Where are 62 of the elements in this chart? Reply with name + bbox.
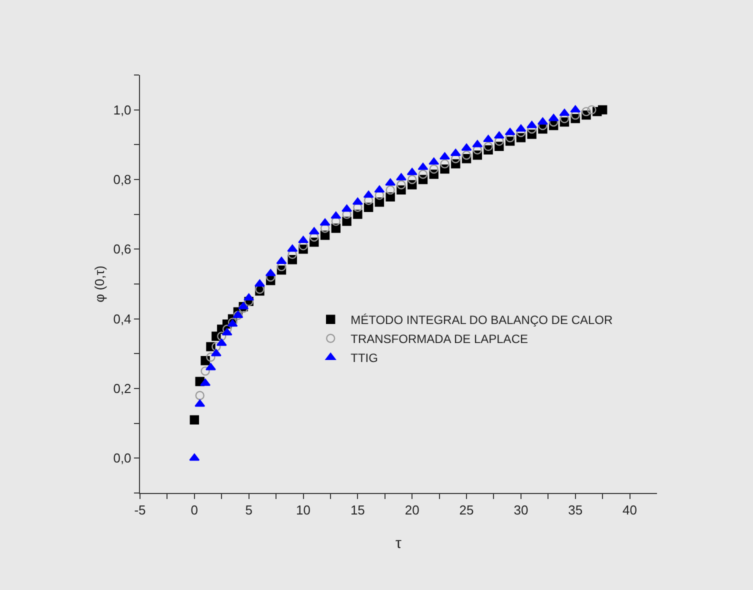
y-tick-label: 0,8 bbox=[113, 172, 132, 188]
point bbox=[408, 174, 417, 184]
point bbox=[582, 106, 591, 116]
point bbox=[330, 211, 342, 219]
point bbox=[222, 324, 232, 334]
point bbox=[244, 293, 254, 301]
point bbox=[386, 185, 395, 195]
point bbox=[206, 363, 216, 370]
point bbox=[538, 117, 548, 125]
point bbox=[396, 173, 406, 180]
x-axis-title: τ bbox=[396, 535, 402, 552]
y-tick-label: 0,6 bbox=[113, 242, 132, 257]
point bbox=[200, 366, 210, 376]
x-tick-label: 10 bbox=[296, 502, 310, 518]
y-tick-label: 0,0 bbox=[113, 450, 132, 466]
x-tick-label: -5 bbox=[134, 502, 146, 518]
x-tick-label: 30 bbox=[514, 502, 528, 518]
x-tick-label: 40 bbox=[622, 502, 638, 518]
point bbox=[483, 134, 494, 142]
point bbox=[320, 218, 330, 226]
x-tick-label: 20 bbox=[404, 502, 420, 518]
x-tick-label: 0 bbox=[190, 502, 198, 518]
legend-label: TRANSFORMADA DE LAPLACE bbox=[350, 332, 528, 346]
point bbox=[195, 390, 204, 400]
point bbox=[598, 105, 608, 114]
point bbox=[440, 159, 450, 168]
point bbox=[331, 224, 341, 233]
y-axis-title: φ (0,τ) bbox=[92, 266, 107, 302]
point bbox=[190, 415, 200, 424]
x-tick-label: 35 bbox=[568, 502, 583, 518]
point bbox=[374, 185, 385, 193]
point bbox=[440, 152, 450, 160]
point bbox=[265, 268, 276, 276]
point bbox=[548, 114, 559, 122]
x-tick-label: 15 bbox=[350, 502, 365, 518]
point bbox=[429, 164, 438, 174]
point bbox=[462, 150, 472, 160]
point bbox=[217, 332, 226, 341]
y-tick-label: 0,2 bbox=[113, 381, 132, 396]
point bbox=[428, 157, 440, 165]
point bbox=[298, 236, 308, 244]
point bbox=[526, 120, 538, 128]
point bbox=[406, 168, 418, 176]
y-tick-label: 1,0 bbox=[113, 102, 132, 118]
legend-label: MÉTODO INTEGRAL DO BALANÇO DE CALOR bbox=[350, 313, 613, 328]
point bbox=[484, 142, 493, 152]
point bbox=[206, 352, 216, 362]
y-tick-label: 0,4 bbox=[113, 311, 132, 326]
legend-label: TTIG bbox=[350, 351, 378, 366]
point bbox=[396, 180, 406, 190]
point bbox=[418, 170, 428, 179]
point bbox=[516, 124, 526, 132]
point bbox=[353, 210, 362, 219]
point bbox=[385, 178, 396, 186]
point bbox=[342, 216, 352, 226]
point bbox=[212, 342, 221, 352]
x-tick-label: 5 bbox=[245, 502, 252, 518]
x-tick-label: 25 bbox=[459, 502, 474, 518]
point bbox=[254, 279, 265, 287]
point bbox=[587, 105, 596, 114]
point bbox=[504, 128, 516, 136]
point bbox=[494, 131, 504, 139]
